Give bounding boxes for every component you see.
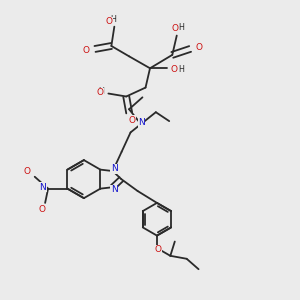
Text: O: O [196,43,202,52]
Text: H: H [178,23,184,32]
Text: O: O [171,65,178,74]
Text: N: N [138,118,145,127]
Text: N: N [39,183,46,192]
Text: H: H [178,65,184,74]
Text: O: O [97,88,104,98]
Text: H: H [98,87,104,96]
Text: O: O [129,116,136,125]
Text: N: N [111,185,118,194]
Text: O: O [106,17,112,26]
Text: O: O [172,24,179,33]
Text: O: O [24,167,31,176]
Text: O: O [154,245,161,254]
Text: H: H [110,15,116,24]
Text: O: O [39,205,46,214]
Text: N: N [111,164,118,173]
Text: O: O [82,46,90,55]
